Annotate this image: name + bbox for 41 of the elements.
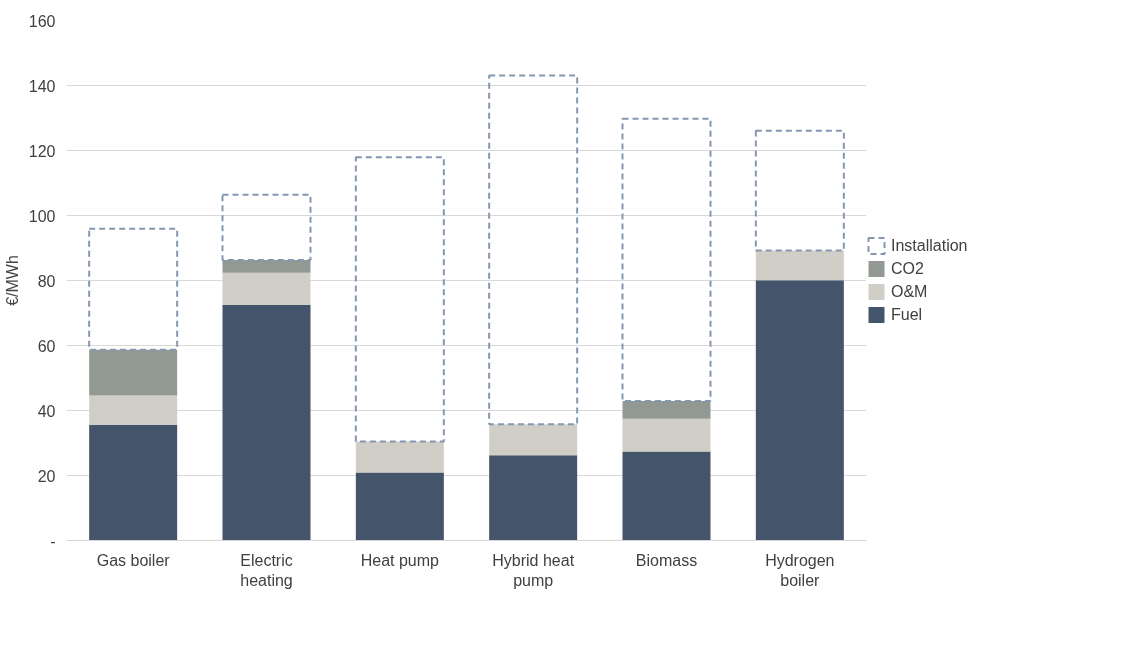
y-tick-label: 120 xyxy=(28,142,56,160)
x-tick-label: Gas boiler xyxy=(96,551,171,569)
y-tick-label: 20 xyxy=(37,467,56,485)
x-tick-label: Electric heating xyxy=(240,551,293,589)
y-tick-label: 80 xyxy=(37,272,56,290)
bar xyxy=(489,424,578,456)
bar xyxy=(622,401,711,419)
bar xyxy=(754,129,845,252)
y-tick-label: 60 xyxy=(37,337,56,355)
bar xyxy=(222,272,311,305)
bar xyxy=(89,395,178,425)
y-tick-label: - xyxy=(50,532,56,550)
bar xyxy=(354,156,445,443)
bar xyxy=(488,74,579,426)
bar xyxy=(621,117,712,403)
y-tick-label: 40 xyxy=(37,402,56,420)
y-tick-label: 100 xyxy=(28,207,56,225)
bar xyxy=(221,193,312,262)
bar xyxy=(755,250,844,281)
bar xyxy=(222,260,311,273)
y-tick-label: 140 xyxy=(28,77,56,95)
bar xyxy=(89,424,178,541)
legend-label: O&M xyxy=(891,282,928,301)
bar xyxy=(755,280,844,541)
bar xyxy=(355,472,444,541)
bar xyxy=(222,304,311,541)
legend-label: CO2 xyxy=(891,259,924,278)
bar xyxy=(89,349,178,396)
legend-label: Installation xyxy=(891,236,968,255)
y-axis-title: €/MWh xyxy=(3,255,21,306)
legend-label: Fuel xyxy=(891,305,923,324)
x-tick-label: Biomass xyxy=(635,551,698,569)
x-tick-label: Hydrogen boiler xyxy=(765,551,835,589)
bar xyxy=(489,455,578,541)
bar xyxy=(622,418,711,452)
x-tick-label: Heat pump xyxy=(360,551,440,569)
x-tick-label: Hybrid heat pump xyxy=(492,551,575,589)
bar xyxy=(622,451,711,541)
bar xyxy=(355,441,444,473)
y-tick-label: 160 xyxy=(28,12,56,30)
bar xyxy=(88,227,179,351)
